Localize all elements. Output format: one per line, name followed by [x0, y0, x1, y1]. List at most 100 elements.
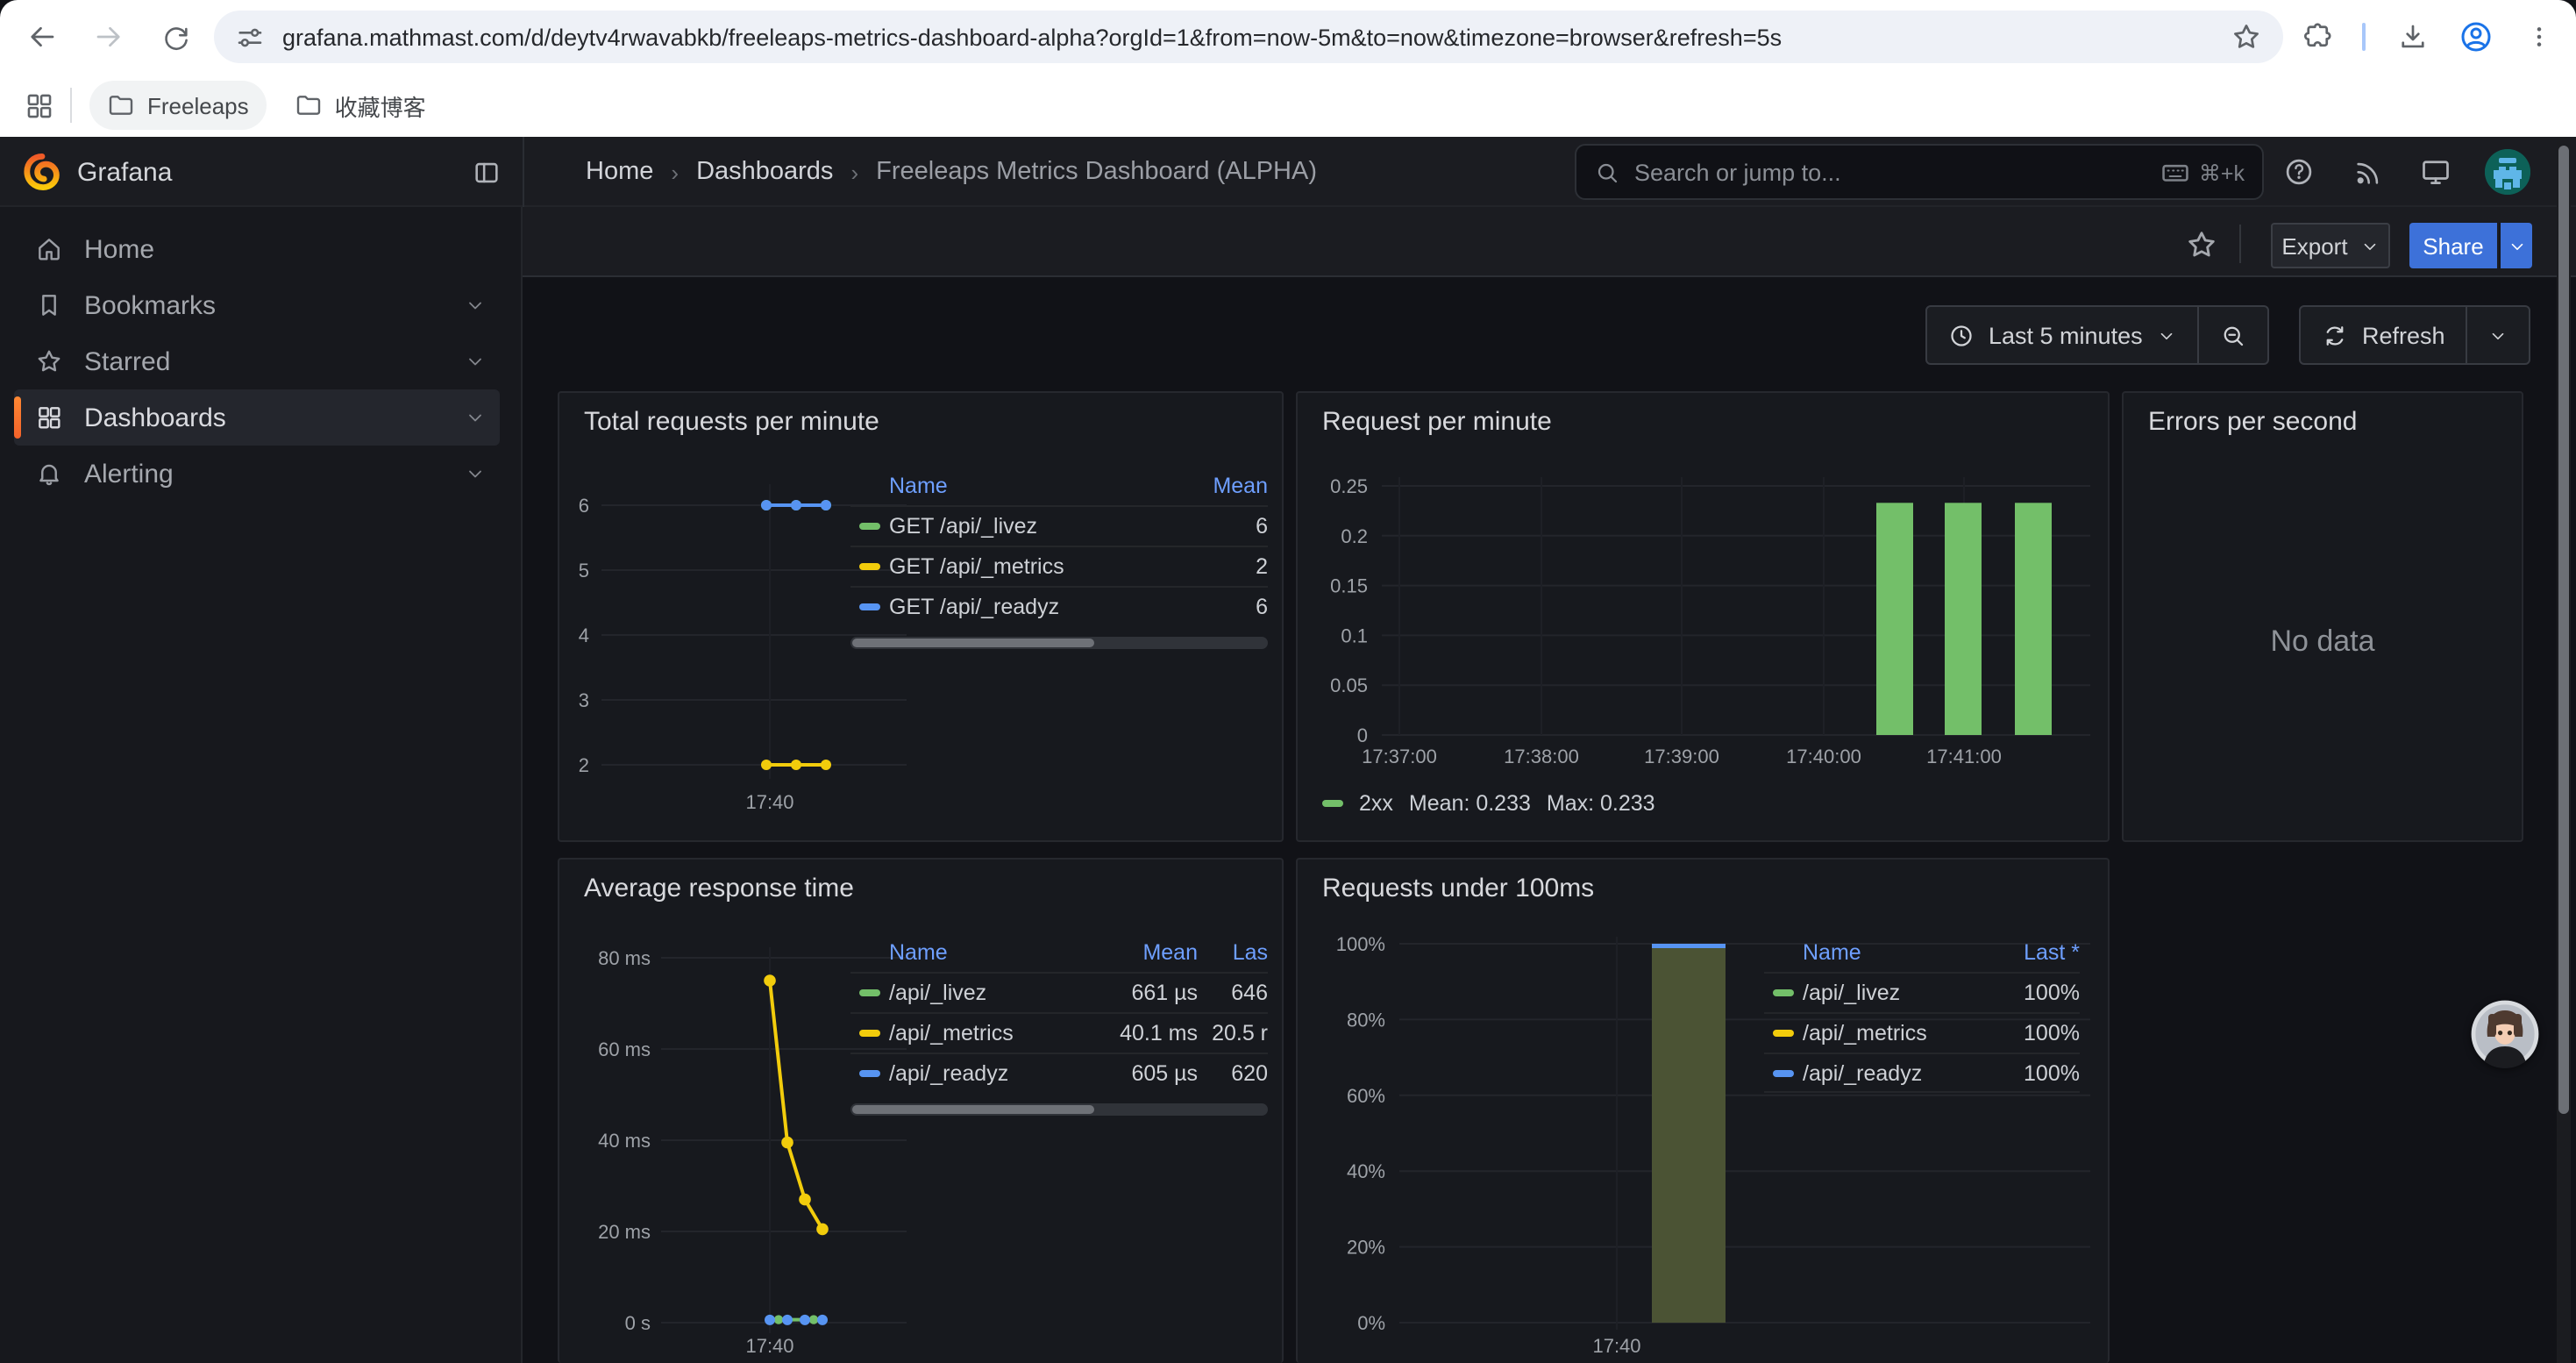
sidebar-item-home[interactable]: Home: [14, 221, 500, 277]
chevron-down-icon[interactable]: [465, 351, 486, 372]
url-bar[interactable]: grafana.mathmast.com/d/deytv4rwavabkb/fr…: [214, 11, 2283, 63]
star-icon: [2188, 231, 2214, 256]
search-input[interactable]: Search or jump to... ⌘+k: [1575, 144, 2264, 200]
legend-header-mean[interactable]: Mean: [1142, 940, 1198, 965]
svg-text:40%: 40%: [1347, 1160, 1385, 1182]
kiosk-mode-button[interactable]: [2413, 149, 2459, 195]
legend-row[interactable]: /api/_readyz 605 µs 620: [850, 1053, 1268, 1093]
share-button[interactable]: Share: [2409, 223, 2497, 268]
legend-header-last[interactable]: Last *: [2024, 940, 2080, 965]
svg-text:5: 5: [579, 560, 589, 582]
legend-scrollbar[interactable]: [850, 1103, 1268, 1116]
reload-button[interactable]: [154, 16, 196, 58]
panel-errors-per-second[interactable]: Errors per second No data: [2122, 391, 2523, 842]
scrollbar-thumb[interactable]: [2558, 146, 2569, 1114]
legend-row[interactable]: GET /api/_livez 6: [850, 505, 1268, 546]
legend-row[interactable]: /api/_livez 661 µs 646: [850, 972, 1268, 1012]
legend-header-last[interactable]: Las: [1232, 940, 1268, 965]
share-menu-button[interactable]: [2499, 223, 2532, 268]
time-range-picker[interactable]: Last 5 minutes: [1927, 307, 2197, 363]
svg-text:17:40: 17:40: [745, 1335, 793, 1357]
search-shortcut: ⌘+k: [2160, 157, 2245, 187]
legend-series: 2xx: [1359, 791, 1393, 816]
panel-request-per-minute[interactable]: Request per minute 0.25 0.2 0.15 0.1 0.05 0 17…: [1296, 391, 2110, 842]
legend-row[interactable]: GET /api/_metrics 2: [850, 546, 1268, 586]
panel-legend-table: Name Last * /api/_livez 100% /api/_metrics…: [1764, 933, 2080, 1093]
legend-row[interactable]: /api/_livez 100%: [1764, 972, 2080, 1012]
svg-text:40 ms: 40 ms: [598, 1130, 651, 1152]
legend-row[interactable]: /api/_readyz 100%: [1764, 1053, 2080, 1093]
favorite-dashboard-button[interactable]: [2180, 223, 2222, 265]
panel-legend[interactable]: 2xx Mean: 0.233 Max: 0.233: [1322, 791, 1655, 816]
sidebar-item-bookmarks[interactable]: Bookmarks: [14, 277, 500, 333]
refresh-interval-button[interactable]: [2466, 307, 2530, 363]
panel-average-response-time[interactable]: Average response time 80 ms 60 ms 40 ms 20 …: [558, 858, 1284, 1363]
sidebar-item-label: Bookmarks: [84, 290, 217, 320]
browser-menu-button[interactable]: [2518, 16, 2560, 58]
legend-header-name[interactable]: Name: [1803, 940, 1861, 965]
page-scrollbar[interactable]: [2557, 137, 2571, 1363]
chevron-down-icon[interactable]: [465, 407, 486, 428]
series-swatch: [859, 989, 880, 996]
folder-icon: [109, 96, 133, 115]
legend-scrollbar[interactable]: [850, 637, 1268, 649]
sidebar-item-starred[interactable]: Starred: [14, 333, 500, 389]
bookmarks-divider: [70, 88, 72, 123]
assistant-avatar-button[interactable]: [2471, 1000, 2539, 1068]
toolbar-divider: [2362, 23, 2366, 51]
legend-header-name[interactable]: Name: [889, 940, 948, 965]
zoom-out-time-button[interactable]: [2196, 307, 2267, 363]
profile-button[interactable]: [2455, 16, 2497, 58]
user-avatar[interactable]: [2485, 149, 2530, 195]
search-placeholder: Search or jump to...: [1634, 159, 1841, 185]
url-text: grafana.mathmast.com/d/deytv4rwavabkb/fr…: [282, 24, 1783, 50]
sidebar-item-label: Starred: [84, 346, 171, 376]
refresh-icon: [2326, 325, 2344, 345]
browser-toolbar: grafana.mathmast.com/d/deytv4rwavabkb/fr…: [0, 0, 2576, 74]
news-button[interactable]: [2345, 149, 2390, 195]
chevron-down-icon: [2364, 242, 2375, 250]
forward-button[interactable]: [88, 16, 130, 58]
sidebar-item-dashboards[interactable]: Dashboards: [14, 389, 500, 446]
sidebar-item-alerting[interactable]: Alerting: [14, 446, 500, 502]
svg-text:80 ms: 80 ms: [598, 947, 651, 969]
svg-text:0%: 0%: [1357, 1312, 1385, 1334]
chevron-down-icon[interactable]: [465, 295, 486, 316]
panel-legend-table: Name Mean GET /api/_livez 6 GET /api/_metr…: [850, 467, 1268, 649]
breadcrumb-dashboards[interactable]: Dashboards: [696, 158, 834, 186]
panel-requests-under-100ms[interactable]: Requests under 100ms 100% 80% 60% 40% 20% 0% 1…: [1296, 858, 2110, 1363]
bookmark-star-icon[interactable]: [2231, 21, 2262, 53]
legend-max: Max: 0.233: [1546, 791, 1655, 816]
sidebar-item-label: Dashboards: [84, 403, 226, 432]
legend-row[interactable]: /api/_metrics 40.1 ms 20.5 r: [850, 1012, 1268, 1053]
svg-text:0.15: 0.15: [1330, 575, 1368, 597]
breadcrumb-home[interactable]: Home: [586, 158, 654, 186]
help-icon: [2286, 159, 2312, 185]
forward-icon: [96, 26, 120, 47]
svg-text:17:38:00: 17:38:00: [1504, 746, 1579, 767]
help-button[interactable]: [2276, 149, 2322, 195]
chevron-down-icon[interactable]: [465, 463, 486, 484]
svg-text:4: 4: [579, 624, 589, 646]
tune-icon[interactable]: [235, 22, 265, 52]
apps-grid-button[interactable]: [18, 84, 60, 126]
back-button[interactable]: [21, 16, 63, 58]
panel-total-requests-per-minute[interactable]: Total requests per minute 6 5 4 3 2 17:40 Nam…: [558, 391, 1284, 842]
export-button[interactable]: Export: [2271, 223, 2390, 268]
panel-title: Request per minute: [1322, 407, 1552, 437]
header-divider: [523, 137, 524, 207]
legend-row[interactable]: GET /api/_readyz 6: [850, 586, 1268, 626]
extensions-button[interactable]: [2297, 16, 2339, 58]
legend-header-mean[interactable]: Mean: [1213, 474, 1268, 498]
svg-text:17:40:00: 17:40:00: [1786, 746, 1861, 767]
legend-header-name[interactable]: Name: [889, 474, 948, 498]
downloads-button[interactable]: [2392, 16, 2434, 58]
bookmark-folder-freeleaps[interactable]: Freeleaps: [89, 81, 267, 130]
kebab-menu-icon: [2537, 27, 2542, 46]
refresh-button[interactable]: Refresh: [2301, 307, 2466, 363]
bookmark-folder-blogs[interactable]: 收藏博客: [277, 81, 444, 130]
legend-row[interactable]: /api/_metrics 100%: [1764, 1012, 2080, 1053]
sidebar-toggle-button[interactable]: [463, 149, 509, 195]
bell-icon: [39, 464, 59, 486]
